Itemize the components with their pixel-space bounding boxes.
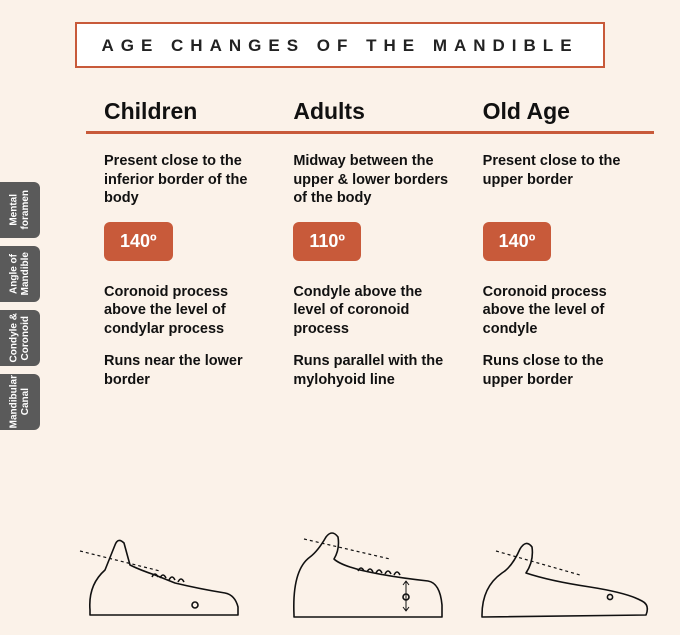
row-mental-foramen: Present close to the inferior border of … <box>86 152 654 208</box>
cell: Runs near the lower border <box>86 352 275 389</box>
page-title: AGE CHANGES OF THE MANDIBLE <box>101 36 578 55</box>
title-box: AGE CHANGES OF THE MANDIBLE <box>75 22 605 68</box>
cell: Runs parallel with the mylohyoid line <box>275 352 464 389</box>
col-header-oldage: Old Age <box>465 98 654 125</box>
cell: Coronoid process above the level of cond… <box>465 283 654 339</box>
cell: Present close to the inferior border of … <box>86 152 275 208</box>
angle-badge: 110º <box>293 222 361 261</box>
tab-condyle-coronoid: Condyle & Coronoid <box>0 310 40 366</box>
cell: 110º <box>275 222 464 261</box>
cell: Midway between the upper & lower borders… <box>275 152 464 208</box>
cell: Coronoid process above the level of cond… <box>86 283 275 339</box>
cell: 140º <box>86 222 275 261</box>
mandible-adults-illustration <box>260 515 460 635</box>
content-grid: Children Adults Old Age Present close to… <box>86 98 654 389</box>
mandible-children-illustration <box>60 515 260 635</box>
column-headers: Children Adults Old Age <box>86 98 654 125</box>
header-divider <box>86 131 654 134</box>
row-condyle-coronoid: Coronoid process above the level of cond… <box>86 283 654 339</box>
angle-badge: 140º <box>483 222 552 261</box>
row-angle: 140º 110º 140º <box>86 222 654 261</box>
tab-mental-foramen: Mental foramen <box>0 182 40 238</box>
cell: Runs close to the upper border <box>465 352 654 389</box>
row-mandibular-canal: Runs near the lower border Runs parallel… <box>86 352 654 389</box>
cell: Condyle above the level of coronoid proc… <box>275 283 464 339</box>
mandible-oldage-illustration <box>460 515 660 635</box>
angle-badge: 140º <box>104 222 173 261</box>
cell: 140º <box>465 222 654 261</box>
col-header-adults: Adults <box>275 98 464 125</box>
illustrations <box>60 515 660 635</box>
side-tabs: Mental foramen Angle of Mandible Condyle… <box>0 182 40 430</box>
tab-angle: Angle of Mandible <box>0 246 40 302</box>
cell: Present close to the upper border <box>465 152 654 208</box>
col-header-children: Children <box>86 98 275 125</box>
tab-mandibular-canal: Mandibular Canal <box>0 374 40 430</box>
rows: Present close to the inferior border of … <box>86 152 654 389</box>
